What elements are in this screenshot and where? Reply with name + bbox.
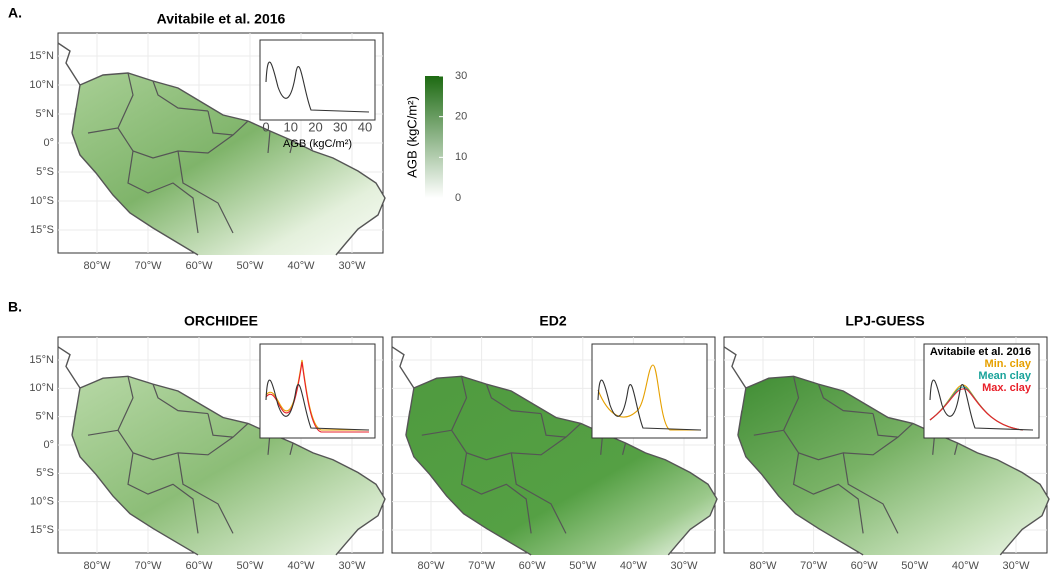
lon-tick-label: 30°W bbox=[1002, 560, 1030, 572]
lat-tick-label: 10°N bbox=[29, 382, 54, 394]
lon-tick-label: 80°W bbox=[83, 260, 111, 272]
lat-tick-label: 5°S bbox=[36, 166, 54, 178]
lon-tick-label: 40°W bbox=[287, 560, 315, 572]
map bbox=[57, 42, 386, 256]
density-curve bbox=[597, 379, 702, 431]
lat-tick-label: 5°N bbox=[36, 108, 55, 120]
lat-tick-label: 15°N bbox=[29, 50, 54, 62]
map bbox=[57, 346, 386, 556]
lon-tick-label: 50°W bbox=[236, 260, 264, 272]
land-biomass bbox=[405, 376, 717, 555]
panel-title: Avitabile et al. 2016 bbox=[157, 11, 286, 27]
panel-title: ED2 bbox=[539, 313, 566, 329]
lon-tick-label: 50°W bbox=[901, 560, 929, 572]
lon-tick-label: 70°W bbox=[468, 560, 496, 572]
lon-tick-label: 40°W bbox=[952, 560, 980, 572]
density-curve bbox=[929, 388, 1024, 431]
inset-frame bbox=[923, 343, 1040, 439]
colorbar-tick-label: 20 bbox=[455, 111, 467, 123]
country-borders bbox=[87, 376, 294, 534]
lon-tick-label: 50°W bbox=[236, 560, 264, 572]
lon-tick-label: 60°W bbox=[519, 560, 547, 572]
legend-entry: Mean clay bbox=[978, 370, 1031, 382]
coastline bbox=[57, 42, 386, 256]
lat-tick-label: 10°S bbox=[30, 496, 54, 508]
density-curve bbox=[265, 61, 370, 113]
lon-tick-label: 40°W bbox=[620, 560, 648, 572]
lon-tick-label: 30°W bbox=[338, 260, 366, 272]
legend-entry: Max. clay bbox=[982, 382, 1032, 394]
colorbar-tick-label: 10 bbox=[455, 151, 467, 163]
colorbar-tick-label: 0 bbox=[455, 192, 461, 204]
lon-tick-label: 70°W bbox=[134, 260, 162, 272]
lat-tick-label: 10°N bbox=[29, 79, 54, 91]
lon-tick-label: 60°W bbox=[851, 560, 879, 572]
colorbar-tick-label: 30 bbox=[455, 70, 467, 82]
panel-title: ORCHIDEE bbox=[184, 313, 258, 329]
lat-tick-label: 0° bbox=[43, 137, 54, 149]
inset-axis-label: AGB (kgC/m²) bbox=[283, 138, 352, 150]
colorbar-label: AGB (kgC/m²) bbox=[404, 96, 419, 178]
density-curve bbox=[929, 379, 1034, 431]
inset-tick-label: 10 bbox=[284, 119, 298, 134]
lon-tick-label: 60°W bbox=[185, 260, 213, 272]
lon-tick-label: 70°W bbox=[134, 560, 162, 572]
legend-entry: Min. clay bbox=[985, 358, 1032, 370]
land-biomass bbox=[72, 376, 385, 555]
lat-tick-label: 0° bbox=[43, 439, 54, 451]
lat-tick-label: 10°S bbox=[30, 195, 54, 207]
inset-frame bbox=[259, 343, 376, 439]
lat-tick-label: 5°N bbox=[36, 411, 55, 423]
lon-tick-label: 60°W bbox=[185, 560, 213, 572]
country-borders bbox=[421, 376, 627, 534]
lat-tick-label: 15°S bbox=[30, 524, 54, 536]
density-curve bbox=[597, 364, 701, 431]
land-biomass bbox=[737, 376, 1049, 555]
inset-tick-label: 30 bbox=[333, 119, 347, 134]
coastline bbox=[57, 346, 386, 556]
panel-title: LPJ-GUESS bbox=[845, 313, 924, 329]
inset-tick-label: 40 bbox=[358, 119, 372, 134]
panel-label: B. bbox=[8, 299, 22, 315]
lon-tick-label: 80°W bbox=[83, 560, 111, 572]
lat-tick-label: 15°N bbox=[29, 354, 54, 366]
country-borders bbox=[753, 376, 959, 534]
lat-tick-label: 15°S bbox=[30, 224, 54, 236]
colorbar bbox=[425, 76, 443, 198]
lon-tick-label: 80°W bbox=[417, 560, 445, 572]
lon-tick-label: 40°W bbox=[287, 260, 315, 272]
map bbox=[391, 346, 718, 556]
lon-tick-label: 70°W bbox=[800, 560, 828, 572]
lon-tick-label: 80°W bbox=[749, 560, 777, 572]
legend-entry: Avitabile et al. 2016 bbox=[930, 346, 1031, 358]
lon-tick-label: 30°W bbox=[670, 560, 698, 572]
inset-tick-label: 0 bbox=[262, 119, 269, 134]
lat-tick-label: 5°S bbox=[36, 467, 54, 479]
panel-label: A. bbox=[8, 5, 22, 21]
lon-tick-label: 30°W bbox=[338, 560, 366, 572]
inset-frame bbox=[591, 343, 708, 439]
density-curve bbox=[265, 379, 370, 431]
land-biomass bbox=[72, 73, 385, 255]
lon-tick-label: 50°W bbox=[569, 560, 597, 572]
country-borders bbox=[87, 72, 294, 234]
inset-tick-label: 20 bbox=[308, 119, 322, 134]
inset-frame bbox=[259, 39, 376, 121]
